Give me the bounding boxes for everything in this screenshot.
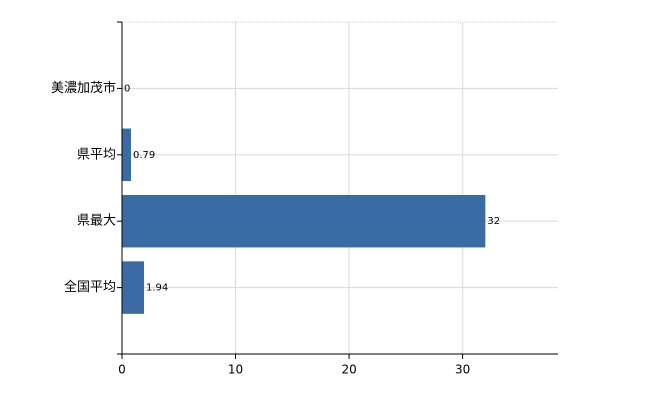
bar: [122, 128, 131, 182]
x-tick-label: 10: [228, 363, 243, 377]
y-tick-label: 全国平均: [64, 279, 116, 295]
value-label: 32: [487, 216, 500, 227]
bar: [122, 194, 486, 248]
x-tick-label: 0: [118, 363, 126, 377]
value-label: 0.79: [133, 150, 155, 161]
x-tick-label: 20: [341, 363, 356, 377]
bar: [122, 261, 145, 314]
y-tick-label: 県平均: [77, 147, 116, 162]
value-label: 0: [124, 83, 130, 94]
x-tick-label: 30: [455, 363, 470, 377]
y-tick-label: 美濃加茂市: [51, 80, 116, 96]
value-label: 1.94: [146, 283, 168, 294]
y-tick-label: 県最大: [77, 214, 116, 229]
